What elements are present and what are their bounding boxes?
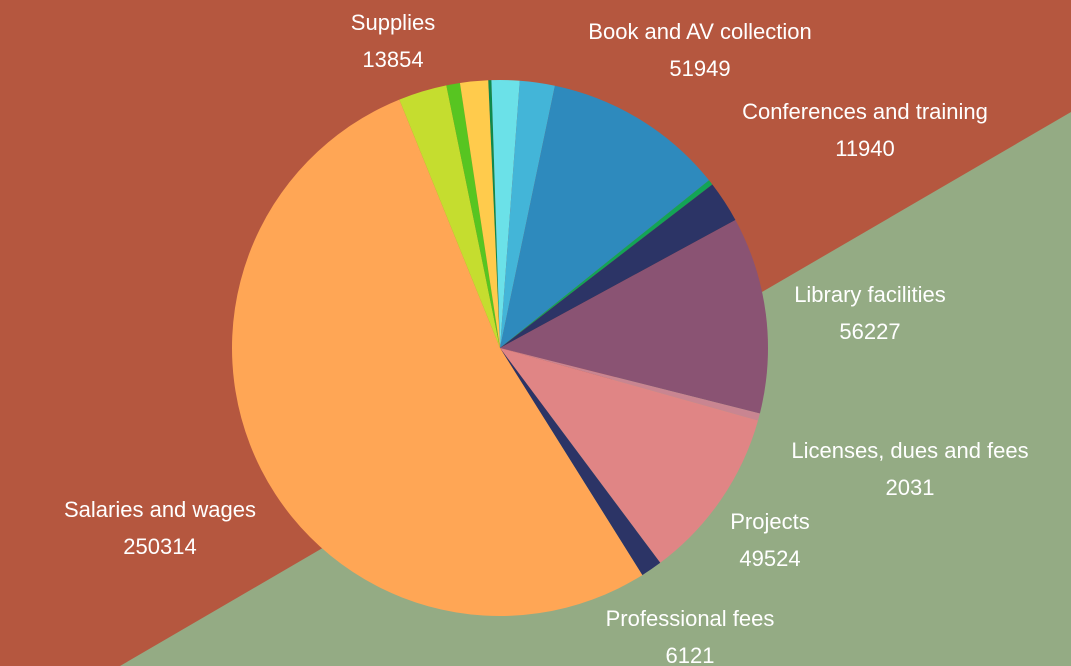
slice-label: Projects xyxy=(730,509,809,534)
pie-slice xyxy=(500,348,760,421)
pie-slice xyxy=(399,85,500,348)
slice-value: 51949 xyxy=(669,56,730,81)
pie-slice xyxy=(231,99,643,617)
pie-slice xyxy=(500,184,736,348)
slice-label: Supplies xyxy=(351,10,435,35)
slice-label: Licenses, dues and fees xyxy=(791,438,1028,463)
slice-label: Salaries and wages xyxy=(64,497,256,522)
pie-slice xyxy=(446,83,500,349)
pie-slice xyxy=(500,348,661,576)
pie xyxy=(231,80,768,617)
slice-label: Professional fees xyxy=(606,606,775,631)
pie-slice xyxy=(500,80,555,349)
slice-label: Book and AV collection xyxy=(588,19,811,44)
slice-value: 2031 xyxy=(886,475,935,500)
pie-slice xyxy=(500,85,710,349)
pie-slice xyxy=(500,219,768,414)
pie-slice xyxy=(491,80,520,348)
pie-slice xyxy=(500,348,759,563)
slice-label: Conferences and training xyxy=(742,99,988,124)
pie-slice xyxy=(488,80,500,349)
slice-value: 56227 xyxy=(839,319,900,344)
slice-value: 6121 xyxy=(666,643,715,666)
slice-value: 250314 xyxy=(123,534,196,559)
labels: Book and AV collection 51949 Conferences a… xyxy=(64,10,1029,666)
slice-value: 11940 xyxy=(835,136,895,161)
slice-value: 49524 xyxy=(739,546,800,571)
pie-slice xyxy=(459,80,500,349)
pie-slice xyxy=(500,180,713,348)
slice-label: Library facilities xyxy=(794,282,946,307)
slice-value: 13854 xyxy=(362,47,423,72)
